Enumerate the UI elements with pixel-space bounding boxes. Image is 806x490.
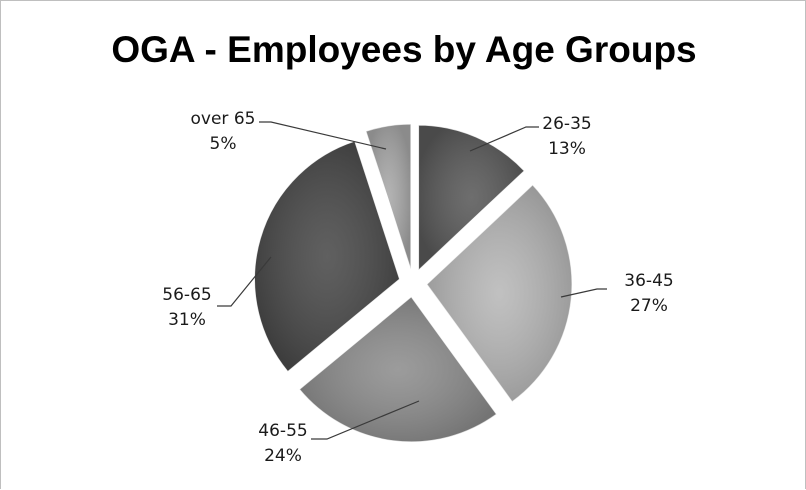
slice-value-label: 27% — [630, 296, 668, 316]
leader-line — [560, 288, 607, 298]
pie-slice-shading — [299, 296, 497, 442]
slice-category-label: over 65 — [191, 109, 256, 129]
slice-value-label: 13% — [548, 139, 586, 159]
slice-category-label: 56-65 — [162, 285, 211, 305]
slice-value-label: 31% — [168, 310, 206, 330]
slice-category-label: 36-45 — [624, 271, 673, 291]
pie-slice-shading — [366, 124, 411, 270]
slice-value-label: 24% — [264, 446, 302, 466]
pie-slice-shading — [254, 141, 400, 372]
pie-slice-shading — [418, 125, 525, 271]
slice-category-label: 46-55 — [258, 421, 307, 441]
slice-value-label: 5% — [210, 134, 237, 154]
slice-category-label: 26-35 — [542, 114, 591, 134]
pie-slice-shading — [426, 185, 572, 402]
leader-line — [259, 121, 387, 150]
chart-title: OGA - Employees by Age Groups — [111, 29, 697, 70]
leader-line — [469, 126, 539, 152]
leader-line — [217, 256, 272, 307]
leader-line — [311, 400, 420, 440]
